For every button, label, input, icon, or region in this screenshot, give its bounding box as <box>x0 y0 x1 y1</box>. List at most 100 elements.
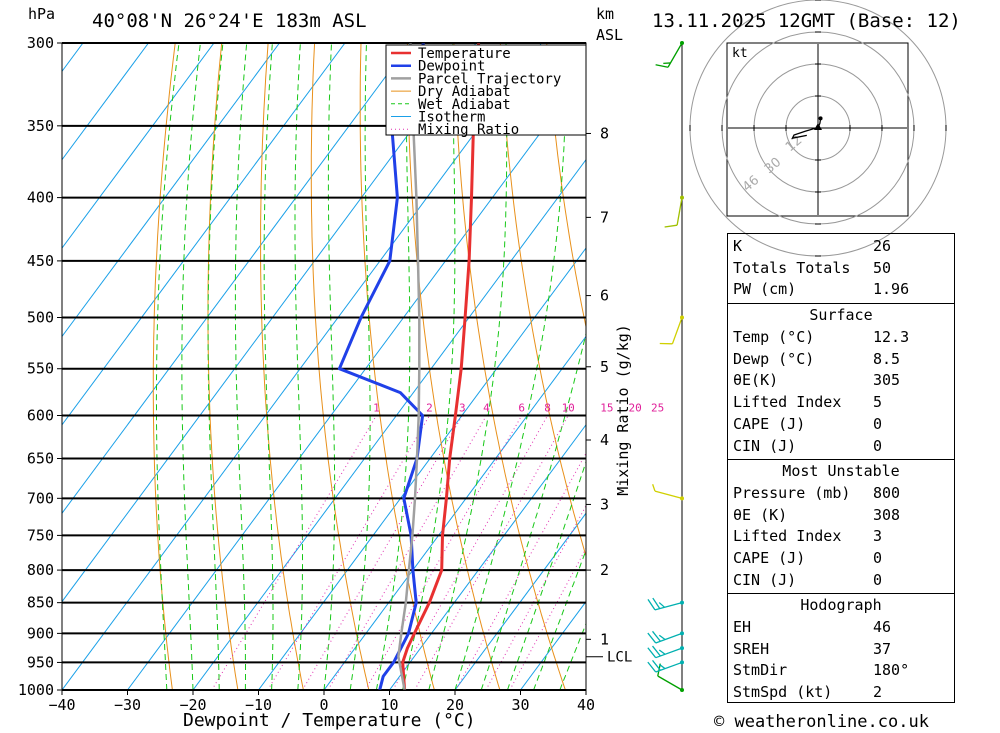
km-label: 2 <box>600 561 609 579</box>
index-value: 305 <box>873 371 901 390</box>
x-tick-label: 30 <box>511 696 529 714</box>
legend-entry: Mixing Ratio <box>418 122 519 138</box>
legend-entry: Dry Adiabat <box>418 84 511 100</box>
pressure-label: 600 <box>27 406 54 424</box>
mixing-ratio-line <box>414 415 569 690</box>
index-value: 50 <box>873 258 892 277</box>
index-label: CIN (J) <box>733 436 797 455</box>
pressure-label: 700 <box>27 489 54 507</box>
mixing-ratio-label: 2 <box>426 401 433 414</box>
x-tick-label: 0 <box>319 696 328 714</box>
wind-barb-staff <box>657 675 683 691</box>
index-label: Lifted Index <box>733 527 842 546</box>
copyright: © weatheronline.co.uk <box>714 712 929 732</box>
mixing-ratio-line <box>211 415 377 690</box>
wind-barb <box>647 597 684 611</box>
mixing-ratio-line <box>455 452 586 690</box>
x-axis-title: Dewpoint / Temperature (°C) <box>183 710 476 731</box>
wind-barb <box>664 195 684 228</box>
isotherm <box>62 43 280 338</box>
index-value: 1.96 <box>873 280 910 299</box>
most-unstable-title: Most Unstable <box>782 462 900 480</box>
x-tick-label: −20 <box>179 696 206 714</box>
mixing-ratio-labels: 1 2 3 4 6 8 10 15 20 25 <box>373 401 664 414</box>
legend-entry: Isotherm <box>418 110 485 126</box>
dry-adiabat <box>207 43 239 690</box>
x-tick-label: 40 <box>577 696 595 714</box>
wet-adiabat <box>428 43 508 690</box>
index-value: 800 <box>873 484 901 502</box>
wind-barb-feather <box>658 634 666 641</box>
pressure-label: 1000 <box>18 681 54 699</box>
index-label: CIN (J) <box>733 570 797 589</box>
isotherm <box>62 43 346 426</box>
mixing-ratio-line <box>302 415 463 690</box>
pressure-label: 350 <box>27 117 54 135</box>
general-row: K 26 <box>733 236 949 256</box>
most-unstable-row: θE (K) 308 <box>733 505 949 525</box>
hodograph-row: EH 46 <box>733 617 949 637</box>
wet-adiabat <box>506 460 586 690</box>
pressure-label: 950 <box>27 653 54 671</box>
km-label: 1 <box>600 630 609 648</box>
legend-entry: Dewpoint <box>418 59 485 75</box>
index-value: 37 <box>873 639 892 658</box>
km-unit-label: km <box>596 5 614 23</box>
km-label: 3 <box>600 495 609 513</box>
x-tick-label: 20 <box>446 696 464 714</box>
wet-adiabat <box>181 43 201 690</box>
km-label: 4 <box>600 431 609 449</box>
hodograph-unit-label: kt <box>732 46 748 61</box>
isotherm <box>0 43 17 690</box>
profiles <box>337 43 481 690</box>
km-label: 6 <box>600 287 609 305</box>
index-value: 12.3 <box>873 328 910 346</box>
index-value: 0 <box>873 414 883 433</box>
isotherm <box>62 43 149 161</box>
wind-barbs <box>647 41 684 692</box>
most-unstable-row: CAPE (J) 0 <box>733 548 949 568</box>
hodograph-trace <box>791 118 822 140</box>
pressure-label: 900 <box>27 624 54 642</box>
separator <box>728 459 954 460</box>
pressure-label: 400 <box>27 189 54 207</box>
index-value: 0 <box>873 549 883 568</box>
index-label: StmDir <box>733 661 788 680</box>
wind-barb-feather <box>647 632 657 644</box>
mixing-ratio-label: 20 <box>629 401 642 414</box>
pressure-label: 450 <box>27 252 54 270</box>
index-label: StmSpd (kt) <box>733 683 833 702</box>
index-label: CAPE (J) <box>733 414 806 433</box>
wind-barb-feather <box>664 224 678 228</box>
pressure-label: 850 <box>27 594 54 612</box>
index-label: Temp (°C) <box>733 328 815 346</box>
wind-barb-feather <box>647 647 657 659</box>
dry-adiabat <box>546 43 586 330</box>
index-value: 180° <box>873 661 910 680</box>
legend-entry: Temperature <box>418 46 511 62</box>
x-tick-label: −40 <box>48 696 75 714</box>
profile-parcel-trajectory <box>397 43 421 690</box>
x-axis: −40 −30 −20 −10 0 10 20 30 40 <box>48 690 595 714</box>
hodograph-row: StmDir 180° <box>733 660 949 680</box>
wind-barb-feather <box>657 663 661 677</box>
separator <box>728 593 954 594</box>
mixing-ratio-line <box>509 547 586 690</box>
index-label: SREH <box>733 639 770 658</box>
legend-entry: Parcel Trajectory <box>418 71 561 87</box>
pressure-label: 500 <box>27 309 54 327</box>
location-title: 40°08'N 26°24'E 183m ASL <box>92 10 367 32</box>
isotherm <box>62 43 215 249</box>
index-label: θE (K) <box>733 505 788 524</box>
isotherm <box>192 158 586 690</box>
mixing-ratio-line <box>327 415 487 690</box>
mixing-ratio-label: 10 <box>562 401 575 414</box>
mixing-ratio-axis-label: Mixing Ratio (g/kg) <box>614 324 632 496</box>
general-row: Totals Totals 50 <box>733 258 949 278</box>
x-tick-label: −10 <box>245 696 272 714</box>
dry-adiabat <box>453 43 566 690</box>
isotherm <box>258 247 586 690</box>
index-label: K <box>733 237 743 255</box>
mixing-ratio-label: 4 <box>483 401 490 414</box>
